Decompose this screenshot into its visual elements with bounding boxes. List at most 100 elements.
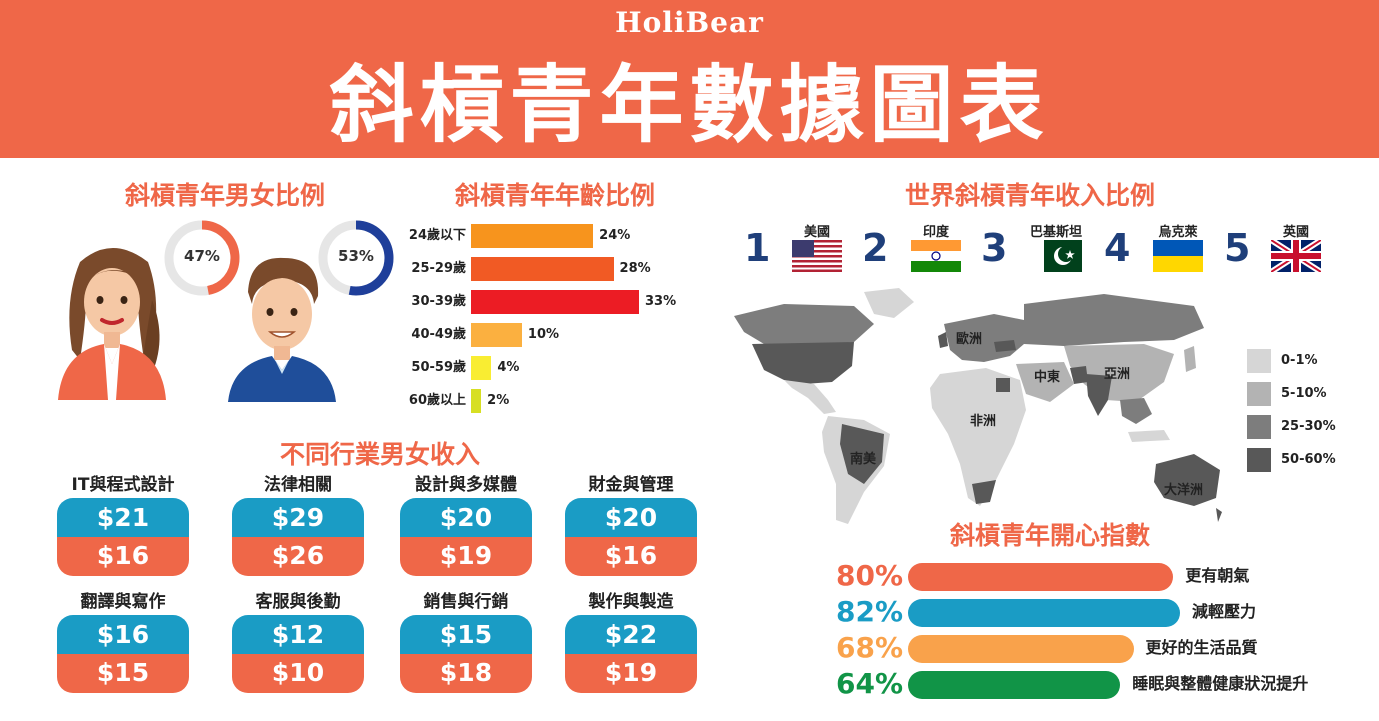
industry-name: IT與程式設計 bbox=[71, 475, 175, 495]
legend-label: 25-30% bbox=[1281, 419, 1336, 434]
income-bottom-value: $19 bbox=[565, 654, 697, 693]
map-indonesia bbox=[1128, 430, 1170, 442]
income-bottom-value: $26 bbox=[232, 537, 364, 576]
income-card: $12 $10 bbox=[232, 615, 364, 693]
rank-country-name: 印度 bbox=[922, 225, 949, 240]
rank-country-name: 烏克萊 bbox=[1158, 225, 1198, 240]
industry-card: 翻譯與寫作 $16 $15 bbox=[57, 590, 189, 693]
rank-number: 1 bbox=[744, 226, 771, 270]
industry-name: 財金與管理 bbox=[588, 475, 674, 495]
map-pakistan bbox=[1070, 366, 1088, 384]
happiness-bar bbox=[908, 635, 1134, 663]
industry-card: IT與程式設計 $21 $16 bbox=[57, 473, 189, 576]
industry-card: 設計與多媒體 $20 $19 bbox=[400, 473, 532, 576]
industry-card: 法律相關 $29 $26 bbox=[232, 473, 364, 576]
income-card: $21 $16 bbox=[57, 498, 189, 576]
income-bottom-value: $15 bbox=[57, 654, 189, 693]
age-value-label: 28% bbox=[619, 261, 651, 276]
income-card: $20 $16 bbox=[565, 498, 697, 576]
happiness-percent: 80% bbox=[836, 559, 904, 592]
map-region-label: 非洲 bbox=[970, 414, 997, 429]
industry-name: 客服與後勤 bbox=[255, 592, 341, 612]
industry-name: 銷售與行銷 bbox=[423, 592, 509, 612]
happiness-bar bbox=[908, 563, 1174, 591]
map-usa bbox=[752, 342, 854, 384]
age-category-label: 40-49歲 bbox=[411, 327, 466, 342]
female-ratio-label: 47% bbox=[184, 247, 220, 265]
map-region-label: 歐洲 bbox=[956, 332, 983, 347]
income-card: $29 $26 bbox=[232, 498, 364, 576]
uk-flag-icon bbox=[1271, 240, 1321, 272]
map-new-zealand bbox=[1216, 508, 1222, 522]
male-ratio-label: 53% bbox=[338, 247, 374, 265]
age-category-label: 24歲以下 bbox=[408, 228, 466, 243]
header-banner: HoliBear 斜槓青年數據圖表 bbox=[0, 0, 1379, 158]
legend-swatch bbox=[1247, 448, 1271, 472]
income-card: $22 $19 bbox=[565, 615, 697, 693]
income-top-value: $12 bbox=[232, 615, 364, 654]
legend-swatch bbox=[1247, 349, 1271, 373]
map-south-africa bbox=[972, 480, 996, 504]
gender-section-title: 斜槓青年男女比例 bbox=[124, 181, 325, 210]
map-japan bbox=[1184, 346, 1196, 372]
income-card: $16 $15 bbox=[57, 615, 189, 693]
happiness-label: 更有朝氣 bbox=[1185, 566, 1250, 585]
pakistan-flag-icon bbox=[1032, 240, 1082, 272]
age-category-label: 25-29歲 bbox=[411, 261, 466, 276]
rank-number: 3 bbox=[981, 226, 1008, 270]
happiness-label: 睡眠與整體健康狀況提升 bbox=[1132, 674, 1309, 693]
happiness-percent: 82% bbox=[836, 595, 904, 628]
age-category-label: 30-39歲 bbox=[411, 294, 466, 309]
income-card: $15 $18 bbox=[400, 615, 532, 693]
legend-swatch bbox=[1247, 382, 1271, 406]
map-region-label: 大洋洲 bbox=[1164, 483, 1204, 498]
income-bottom-value: $16 bbox=[57, 537, 189, 576]
world-section-title: 世界斜槓青年收入比例 bbox=[904, 181, 1155, 210]
rank-country-name: 巴基斯坦 bbox=[1029, 225, 1082, 240]
industry-card: 財金與管理 $20 $16 bbox=[565, 473, 697, 576]
map-region-label: 亞洲 bbox=[1104, 367, 1131, 382]
age-section-title: 斜槓青年年齡比例 bbox=[454, 181, 655, 210]
ukraine-flag-icon bbox=[1153, 240, 1203, 272]
male-ratio-donut bbox=[318, 220, 394, 296]
rank-country-name: 美國 bbox=[803, 225, 830, 240]
industry-card: 客服與後勤 $12 $10 bbox=[232, 590, 364, 693]
income-bottom-value: $10 bbox=[232, 654, 364, 693]
industry-name: 翻譯與寫作 bbox=[80, 592, 166, 612]
income-top-value: $16 bbox=[57, 615, 189, 654]
map-middle-east bbox=[1016, 362, 1074, 402]
happiness-row: 82% 減輕壓力 bbox=[836, 596, 1356, 628]
happiness-row: 68% 更好的生活品質 bbox=[836, 632, 1356, 664]
map-brazil bbox=[840, 424, 884, 484]
age-bar bbox=[471, 224, 594, 248]
map-greenland bbox=[864, 288, 914, 318]
map-central-america bbox=[784, 380, 836, 414]
rank-number: 2 bbox=[862, 226, 889, 270]
industry-name: 製作與製造 bbox=[588, 592, 674, 612]
page-title: 斜槓青年數據圖表 bbox=[329, 56, 1050, 154]
male-avatar-icon bbox=[228, 257, 336, 402]
rank-number: 5 bbox=[1224, 226, 1251, 270]
female-ratio-donut bbox=[164, 220, 240, 296]
map-canada bbox=[734, 304, 874, 346]
brand-logo: HoliBear bbox=[615, 6, 764, 39]
age-bar bbox=[471, 290, 639, 314]
happiness-bar bbox=[908, 599, 1180, 627]
legend-swatch bbox=[1247, 415, 1271, 439]
map-region-label: 中東 bbox=[1034, 370, 1061, 385]
age-value-label: 2% bbox=[487, 393, 510, 408]
happiness-row: 80% 更有朝氣 bbox=[836, 560, 1356, 592]
happiness-percent: 68% bbox=[836, 631, 904, 664]
india-flag-icon bbox=[911, 240, 961, 272]
income-top-value: $29 bbox=[232, 498, 364, 537]
female-avatar-icon bbox=[58, 248, 166, 400]
map-egypt bbox=[996, 378, 1010, 392]
income-top-value: $21 bbox=[57, 498, 189, 537]
age-value-label: 4% bbox=[497, 360, 520, 375]
income-top-value: $22 bbox=[565, 615, 697, 654]
map-ukraine bbox=[994, 340, 1016, 352]
map-russia bbox=[1024, 294, 1204, 346]
age-bar bbox=[471, 257, 614, 281]
age-value-label: 33% bbox=[645, 294, 677, 309]
industry-name: 法律相關 bbox=[264, 475, 332, 495]
